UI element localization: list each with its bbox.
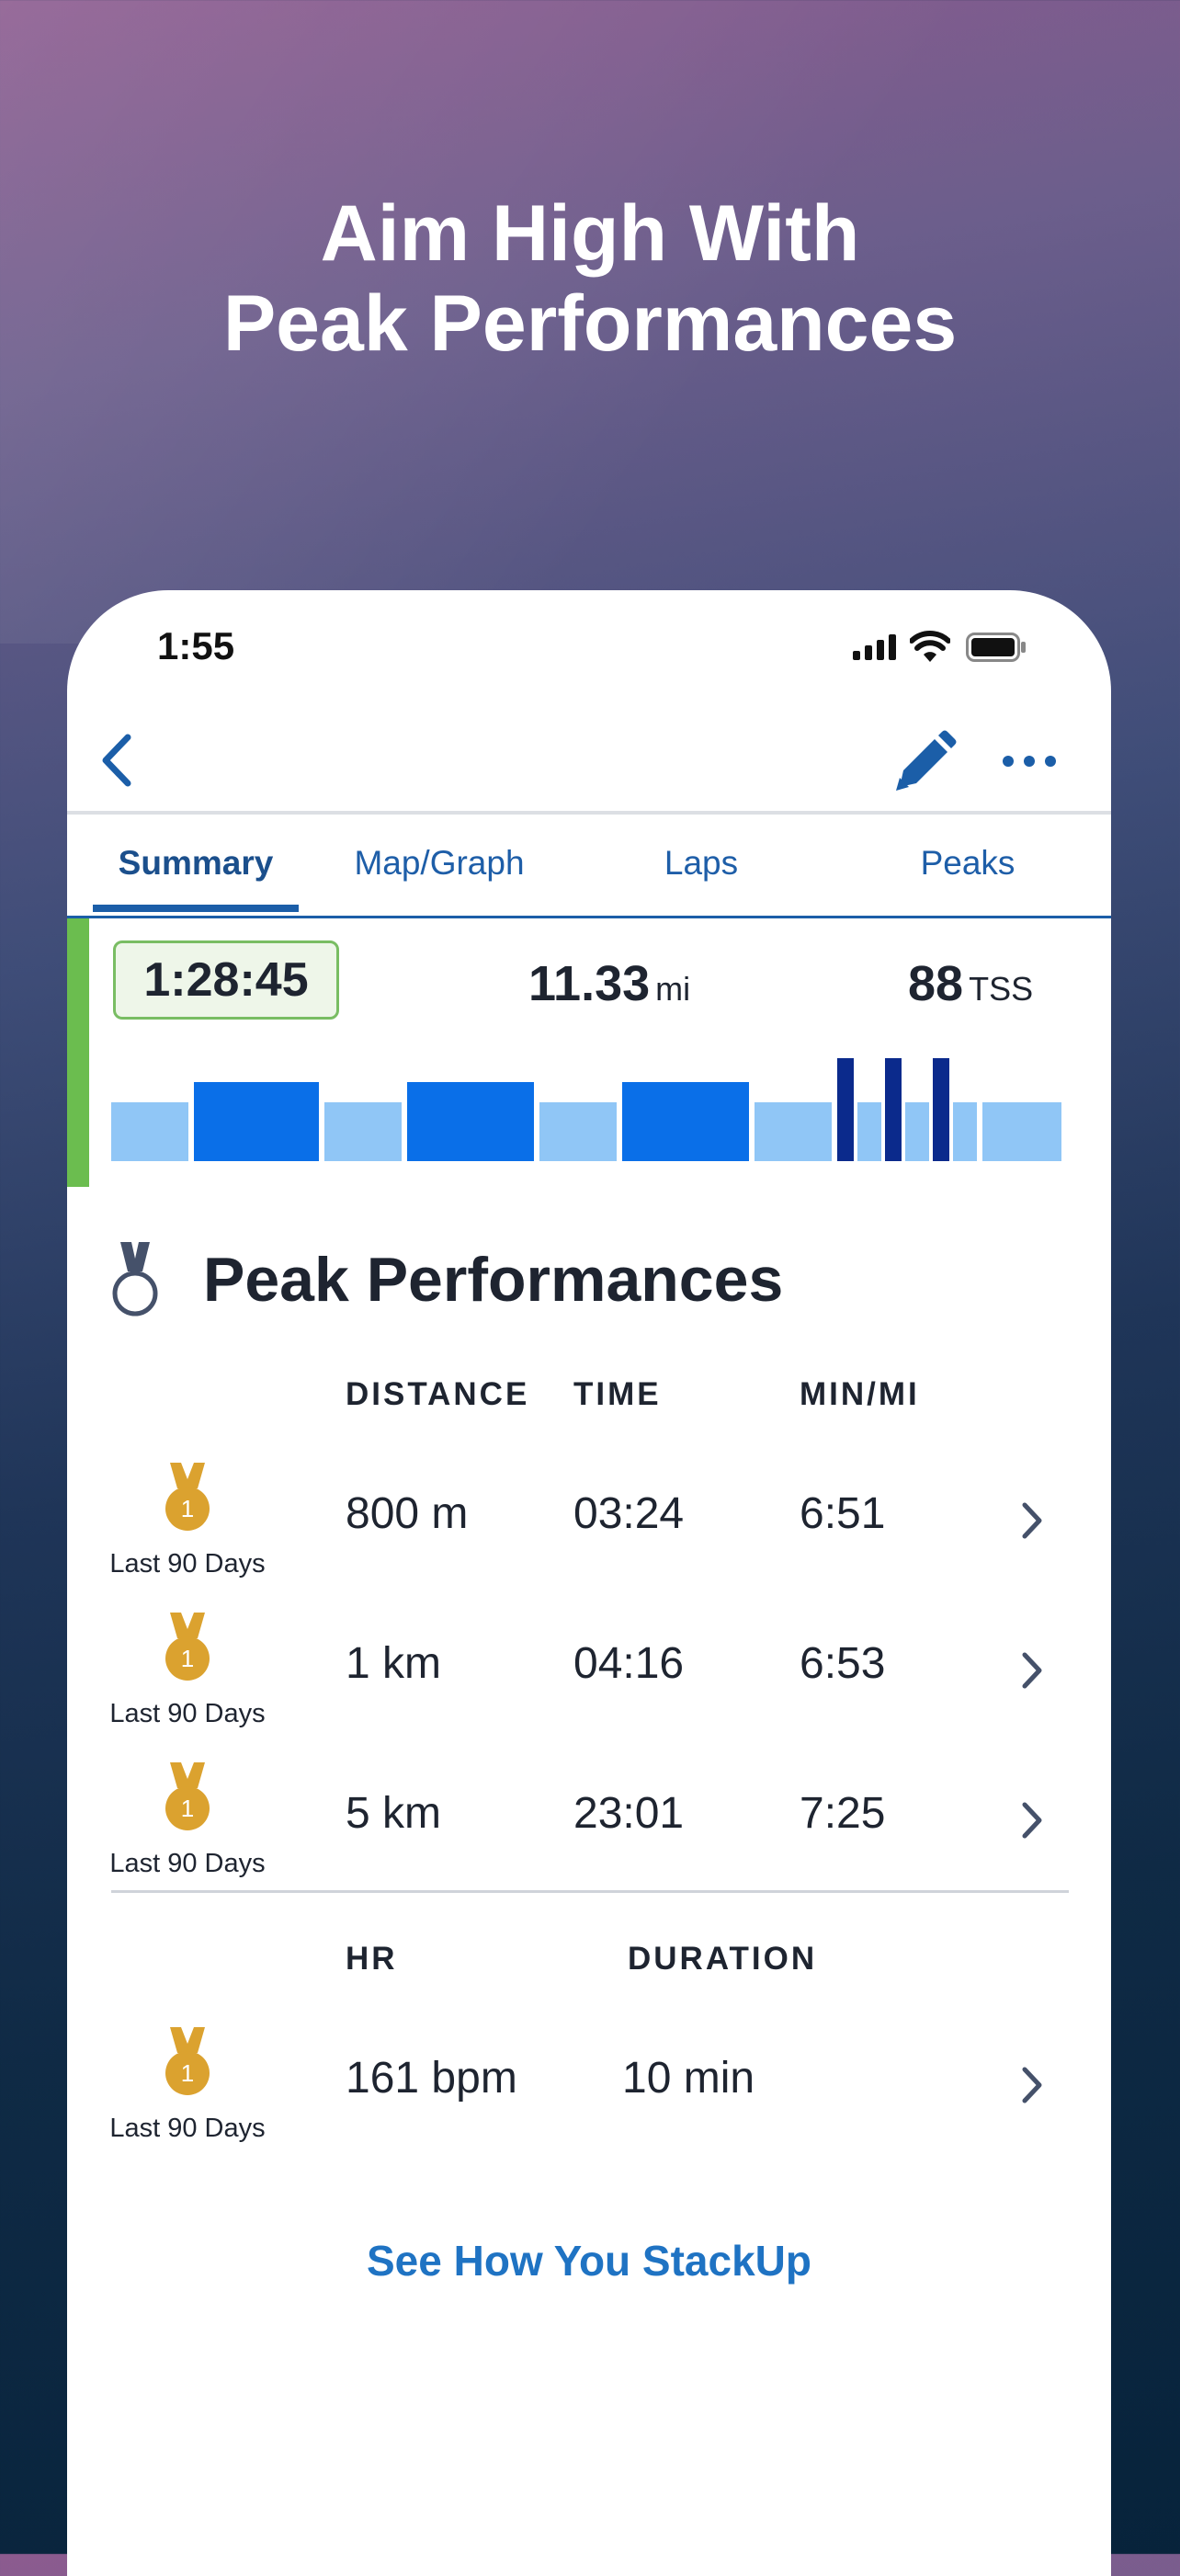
gold-medal-badge: 1 Last 90 Days: [104, 1461, 271, 1590]
interval-block: [622, 1082, 749, 1161]
workout-color-bar: [67, 918, 89, 1187]
battery-icon: [966, 633, 1026, 662]
interval-block: [755, 1102, 832, 1161]
duration-value: 10 min: [622, 2054, 755, 2103]
section-title: Peak Performances: [203, 1245, 784, 1315]
column-header-distance: DISTANCE: [346, 1376, 530, 1412]
tab-laps[interactable]: Laps: [664, 844, 739, 882]
workout-structure-graph: [111, 1058, 1061, 1161]
interval-block: [324, 1102, 402, 1161]
interval-block: [905, 1102, 929, 1161]
tss-unit: TSS: [969, 970, 1034, 1008]
medal-rank: 1: [181, 1795, 194, 1822]
distance-value: 1 km: [346, 1639, 442, 1688]
pace-value: 7:25: [800, 1789, 886, 1838]
distance-value: 5 km: [346, 1789, 442, 1838]
distance-value: 800 m: [346, 1489, 469, 1538]
badge-label: Last 90 Days: [109, 1699, 266, 1728]
chevron-right-icon[interactable]: [1014, 1498, 1050, 1544]
duration-box: 1:28:45: [113, 940, 339, 1020]
interval-block: [539, 1102, 617, 1161]
hr-value: 161 bpm: [346, 2054, 517, 2103]
gold-medal-icon: 1: [165, 1762, 210, 1830]
status-time: 1:55: [157, 624, 235, 667]
tabs-divider: [67, 916, 1111, 918]
tss-value: 88: [908, 956, 964, 1011]
badge-label: Last 90 Days: [109, 1549, 266, 1579]
gold-medal-badge: 1 Last 90 Days: [104, 1761, 271, 1889]
headline-line-2: Peak Performances: [222, 279, 958, 368]
signal-icon: [853, 634, 896, 660]
medal-rank: 1: [181, 1645, 194, 1672]
distance-stat: 11.33 mi: [528, 955, 690, 1012]
tab-peaks[interactable]: Peaks: [920, 844, 1015, 882]
pencil-icon[interactable]: [887, 726, 960, 800]
tss-stat: 88 TSS: [908, 955, 1033, 1012]
gold-medal-badge: 1 Last 90 Days: [104, 1611, 271, 1739]
pace-value: 6:51: [800, 1489, 886, 1538]
status-bar: 1:55: [67, 590, 1111, 701]
time-value: 23:01: [573, 1789, 685, 1838]
interval-block: [933, 1058, 949, 1161]
interval-block: [953, 1102, 977, 1161]
column-header-time: TIME: [573, 1376, 662, 1412]
peak-performances-header: Peak Performances: [67, 1220, 1111, 1330]
gold-medal-icon: 1: [165, 2027, 210, 2095]
headline-line-1: Aim High With: [320, 189, 860, 278]
interval-block: [885, 1058, 902, 1161]
peak-row-800m[interactable]: 1 Last 90 Days 800 m 03:24 6:51: [67, 1461, 1111, 1599]
interval-block: [111, 1102, 188, 1161]
distance-value: 11.33: [528, 956, 651, 1011]
badge-label: Last 90 Days: [109, 2114, 266, 2143]
peak-row-hr[interactable]: 1 Last 90 Days 161 bpm 10 min: [67, 2025, 1111, 2163]
pace-value: 6:53: [800, 1639, 886, 1688]
more-dots-icon[interactable]: [997, 734, 1061, 789]
medal-rank: 1: [181, 1495, 194, 1522]
medal-outline-icon: [112, 1242, 158, 1316]
gold-medal-icon: 1: [165, 1613, 210, 1681]
wifi-icon: [910, 631, 950, 662]
nav-divider: [67, 811, 1111, 815]
distance-unit: mi: [655, 970, 691, 1008]
column-header-pace: MIN/MI: [800, 1376, 920, 1412]
time-value: 04:16: [573, 1639, 685, 1688]
section-divider: [111, 1890, 1069, 1893]
interval-block: [407, 1082, 534, 1161]
chevron-right-icon[interactable]: [1014, 1647, 1050, 1693]
column-header-duration: DURATION: [628, 1941, 818, 1977]
chevron-right-icon[interactable]: [1014, 2062, 1050, 2108]
interval-block: [982, 1102, 1061, 1161]
tab-bar: Summary Map/Graph Laps Peaks: [67, 815, 1111, 918]
tab-summary[interactable]: Summary: [118, 844, 274, 882]
phone-screen: 1:55: [67, 590, 1111, 2576]
medal-rank: 1: [181, 2059, 194, 2087]
gold-medal-icon: 1: [165, 1463, 210, 1531]
time-value: 03:24: [573, 1489, 685, 1538]
column-header-hr: HR: [346, 1941, 398, 1977]
navigation-bar: [67, 701, 1111, 811]
tab-map-graph[interactable]: Map/Graph: [354, 844, 525, 882]
chevron-right-icon[interactable]: [1014, 1797, 1050, 1843]
interval-block: [194, 1082, 319, 1161]
badge-label: Last 90 Days: [109, 1849, 266, 1878]
promo-headline: Aim High With Peak Performances: [0, 188, 1180, 369]
gold-medal-badge: 1 Last 90 Days: [104, 2025, 271, 2154]
active-tab-indicator: [93, 905, 299, 912]
interval-block: [857, 1102, 881, 1161]
see-how-you-stackup-link[interactable]: See How You StackUp: [367, 2237, 811, 2285]
interval-block: [837, 1058, 854, 1161]
workout-summary: 1:28:45 11.33 mi 88 TSS: [67, 918, 1111, 1187]
peak-row-1km[interactable]: 1 Last 90 Days 1 km 04:16 6:53: [67, 1611, 1111, 1749]
back-chevron-icon[interactable]: [85, 728, 150, 792]
peak-row-5km[interactable]: 1 Last 90 Days 5 km 23:01 7:25: [67, 1761, 1111, 1898]
